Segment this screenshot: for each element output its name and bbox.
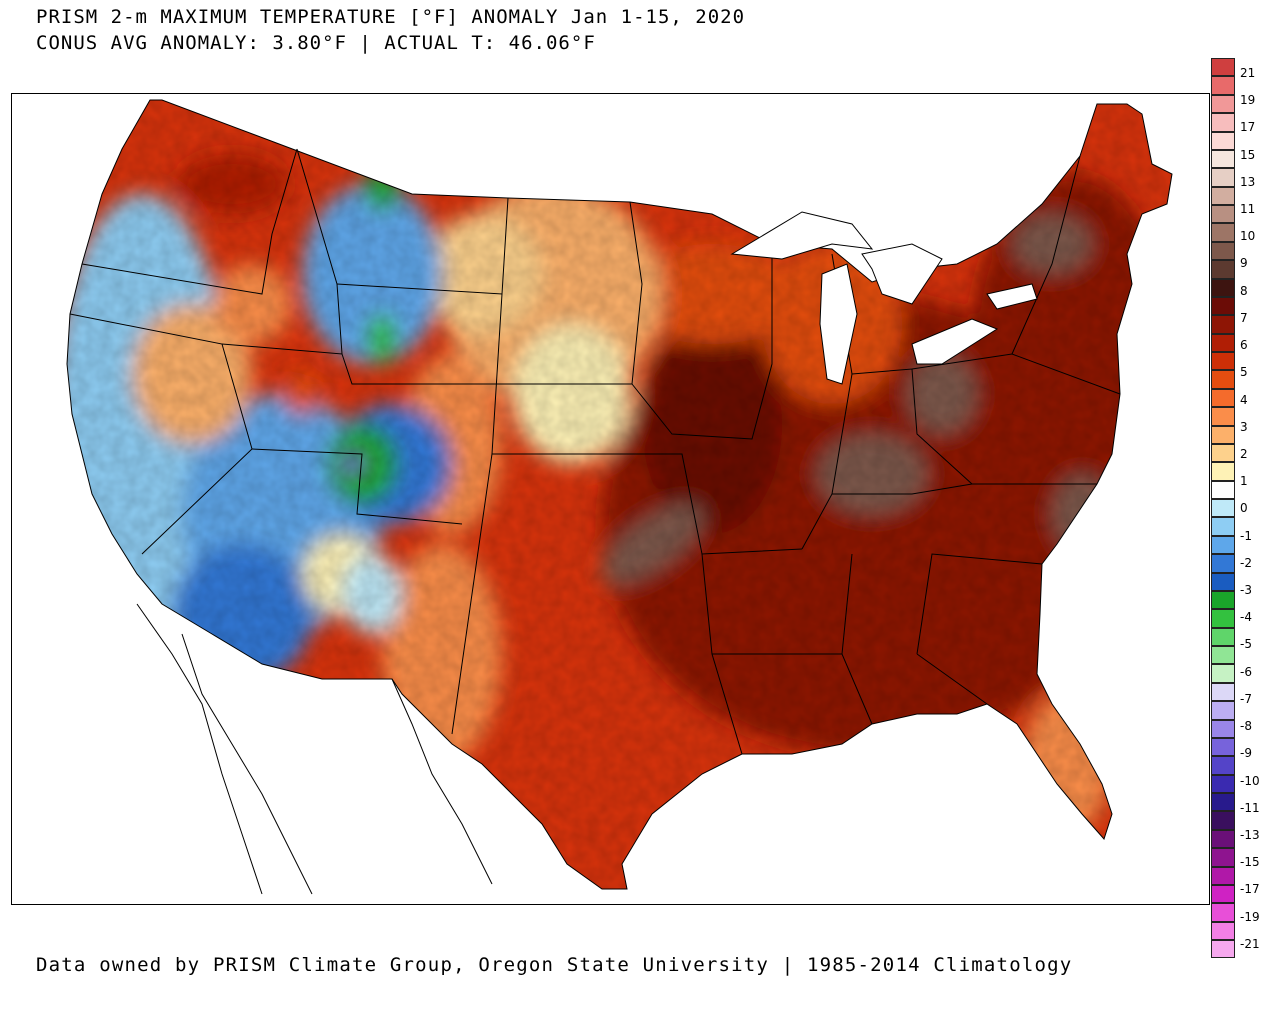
colorbar-swatch xyxy=(1211,58,1235,77)
colorbar-tick-label: -15 xyxy=(1240,855,1260,870)
colorbar-swatch xyxy=(1211,462,1235,481)
colorbar-tick-label: -10 xyxy=(1240,773,1260,788)
colorbar-swatch xyxy=(1211,113,1235,132)
colorbar-swatch xyxy=(1211,388,1235,408)
colorbar-swatch xyxy=(1211,260,1235,279)
colorbar-swatch xyxy=(1211,278,1235,297)
colorbar-swatch xyxy=(1211,223,1235,242)
colorbar-swatch xyxy=(1211,425,1235,444)
colorbar-tick-label: 2 xyxy=(1240,446,1248,461)
colorbar-tick-label: -7 xyxy=(1240,691,1252,706)
colorbar-tick-label: -5 xyxy=(1240,637,1252,652)
colorbar-swatch xyxy=(1211,554,1235,573)
map-panel xyxy=(11,93,1210,905)
colorbar-tick-label: 4 xyxy=(1240,392,1248,407)
colorbar xyxy=(1211,58,1241,959)
colorbar-swatch xyxy=(1211,572,1235,591)
colorbar-swatch xyxy=(1211,701,1235,720)
colorbar-swatch xyxy=(1211,903,1235,922)
colorbar-swatch xyxy=(1211,664,1235,683)
colorbar-tick-label: -8 xyxy=(1240,719,1252,734)
colorbar-swatch xyxy=(1211,480,1235,499)
colorbar-tick-label: 9 xyxy=(1240,256,1248,271)
colorbar-swatch xyxy=(1211,848,1235,867)
colorbar-swatch xyxy=(1211,333,1235,352)
colorbar-swatch xyxy=(1211,884,1235,904)
colorbar-tick-label: -17 xyxy=(1240,882,1260,897)
colorbar-swatch xyxy=(1211,186,1235,205)
colorbar-swatch xyxy=(1211,131,1235,150)
colorbar-swatch xyxy=(1211,443,1235,463)
colorbar-tick-label: -3 xyxy=(1240,583,1252,598)
colorbar-tick-label: -21 xyxy=(1240,936,1260,951)
colorbar-tick-label: -4 xyxy=(1240,610,1252,625)
colorbar-swatch xyxy=(1211,940,1235,959)
colorbar-swatch xyxy=(1211,774,1235,793)
colorbar-tick-label: 1 xyxy=(1240,474,1248,489)
colorbar-tick-label: -1 xyxy=(1240,528,1252,543)
colorbar-swatch xyxy=(1211,241,1235,261)
colorbar-swatch xyxy=(1211,646,1235,665)
colorbar-swatch xyxy=(1211,921,1235,940)
colorbar-swatch xyxy=(1211,168,1235,187)
colorbar-swatch xyxy=(1211,205,1235,224)
colorbar-swatch xyxy=(1211,94,1235,114)
colorbar-swatch xyxy=(1211,370,1235,389)
colorbar-tick-label: 8 xyxy=(1240,283,1248,298)
map-subtitle: CONUS AVG ANOMALY: 3.80°F | ACTUAL T: 46… xyxy=(36,32,596,54)
colorbar-tick-label: -19 xyxy=(1240,909,1260,924)
colorbar-swatch xyxy=(1211,719,1235,738)
colorbar-tick-label: -2 xyxy=(1240,555,1252,570)
colorbar-swatch xyxy=(1211,517,1235,536)
colorbar-tick-label: 5 xyxy=(1240,365,1248,380)
colorbar-swatch xyxy=(1211,627,1235,646)
colorbar-tick-label: 10 xyxy=(1240,229,1256,244)
colorbar-swatch xyxy=(1211,866,1235,885)
colorbar-swatch xyxy=(1211,352,1235,371)
colorbar-tick-label: 15 xyxy=(1240,147,1256,162)
colorbar-tick-label: 7 xyxy=(1240,310,1248,325)
colorbar-tick-label: -11 xyxy=(1240,800,1260,815)
colorbar-swatch xyxy=(1211,315,1235,334)
colorbar-swatch xyxy=(1211,829,1235,849)
colorbar-swatch xyxy=(1211,296,1235,316)
colorbar-tick-label: -6 xyxy=(1240,664,1252,679)
colorbar-swatch xyxy=(1211,793,1235,812)
colorbar-tick-label: 11 xyxy=(1240,202,1256,217)
colorbar-tick-label: 3 xyxy=(1240,419,1248,434)
colorbar-swatch xyxy=(1211,499,1235,518)
anomaly-map xyxy=(66,99,1173,895)
colorbar-tick-label: -13 xyxy=(1240,827,1260,842)
colorbar-swatch xyxy=(1211,76,1235,95)
colorbar-tick-label: 6 xyxy=(1240,338,1248,353)
credit-text: Data owned by PRISM Climate Group, Orego… xyxy=(36,954,1073,976)
colorbar-swatch xyxy=(1211,609,1235,628)
colorbar-swatch xyxy=(1211,535,1235,555)
map-title: PRISM 2-m MAXIMUM TEMPERATURE [°F] ANOMA… xyxy=(36,6,746,28)
colorbar-tick-label: 17 xyxy=(1240,120,1256,135)
colorbar-swatch xyxy=(1211,737,1235,757)
colorbar-tick-label: 21 xyxy=(1240,66,1256,80)
colorbar-tick-label: 13 xyxy=(1240,174,1256,189)
colorbar-tick-label: -9 xyxy=(1240,746,1252,761)
colorbar-swatch xyxy=(1211,590,1235,610)
colorbar-tick-label: 0 xyxy=(1240,501,1248,516)
colorbar-swatch xyxy=(1211,682,1235,702)
colorbar-swatch xyxy=(1211,149,1235,169)
colorbar-swatch xyxy=(1211,756,1235,775)
colorbar-swatch xyxy=(1211,407,1235,426)
colorbar-tick-label: 19 xyxy=(1240,93,1256,108)
colorbar-swatch xyxy=(1211,811,1235,830)
